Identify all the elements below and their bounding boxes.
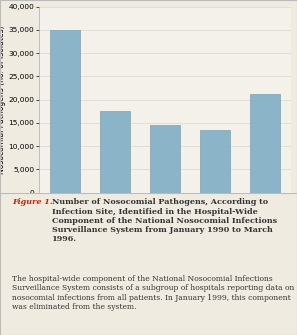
Text: Figure 1.: Figure 1. bbox=[12, 198, 53, 206]
Y-axis label: Nosocomial Pathogens (no. of isolates): Nosocomial Pathogens (no. of isolates) bbox=[0, 25, 6, 174]
Bar bbox=[50, 30, 80, 193]
Bar bbox=[150, 125, 180, 193]
Bar bbox=[250, 94, 279, 193]
Text: The hospital-wide component of the National Nosocomial Infections Surveillance S: The hospital-wide component of the Natio… bbox=[12, 275, 294, 311]
Text: Number of Nosocomial Pathogens, According to Infection Site, Identified in the H: Number of Nosocomial Pathogens, Accordin… bbox=[52, 198, 277, 243]
Bar bbox=[100, 111, 130, 193]
Bar bbox=[200, 130, 230, 193]
